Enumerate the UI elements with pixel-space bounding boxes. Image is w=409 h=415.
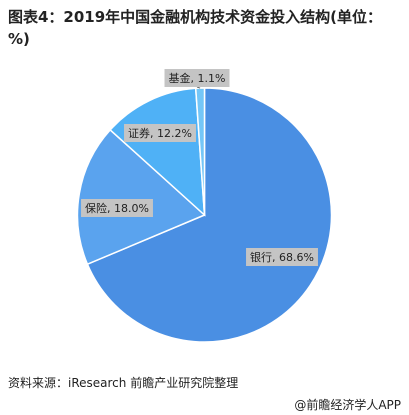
data-label: 保险, 18.0%: [85, 201, 149, 215]
leader-line: [196, 86, 201, 89]
label-box: [246, 248, 318, 266]
data-label: 银行, 68.6%: [250, 250, 314, 264]
pie-slice: [76, 128, 206, 266]
pie-slice: [194, 87, 206, 216]
chart-title: 图表4：2019年中国金融机构技术资金投入结构(单位：%): [8, 8, 383, 48]
pie-slice: [109, 87, 206, 217]
data-label: 基金, 1.1%: [169, 71, 226, 85]
brand: @前瞻经济学人APP: [294, 398, 401, 412]
label-box: [81, 199, 153, 217]
label-box: [124, 124, 196, 142]
pie-slice: [86, 87, 333, 343]
source-note: 资料来源：iResearch 前瞻产业研究院整理: [8, 376, 239, 390]
label-box: [164, 69, 230, 87]
data-label: 证券, 12.2%: [128, 126, 192, 140]
